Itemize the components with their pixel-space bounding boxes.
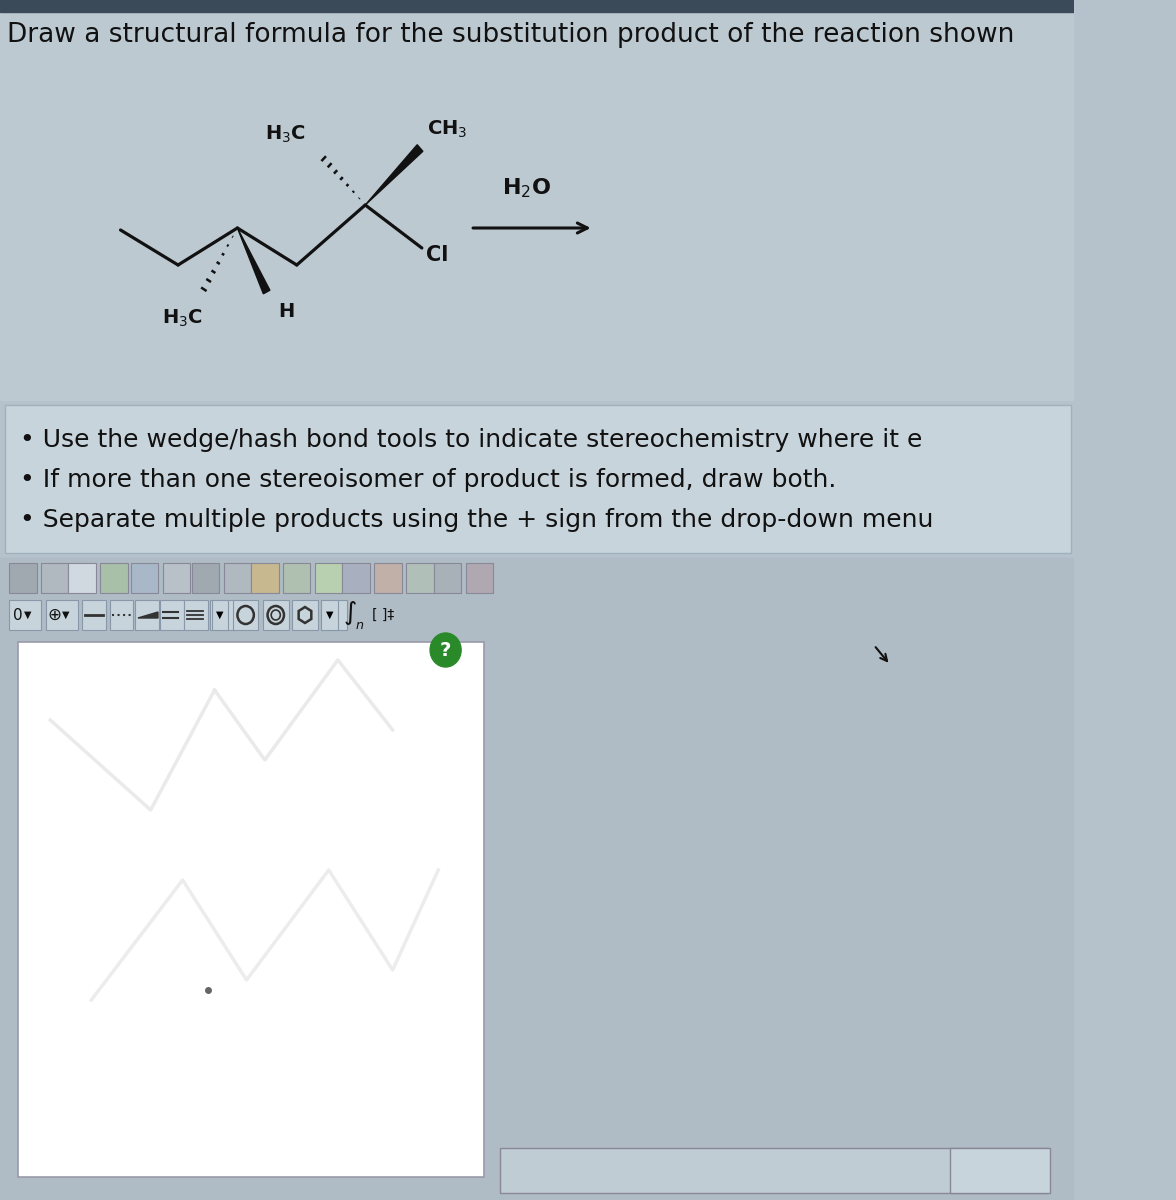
Bar [233,600,259,630]
Bar [9,600,41,630]
Bar [0,0,1074,12]
Text: H$_3$C: H$_3$C [162,308,203,329]
Text: CH$_3$: CH$_3$ [427,119,468,140]
Bar [131,563,158,593]
Text: ▼: ▼ [326,610,333,620]
Bar [211,600,234,630]
Bar [466,563,493,593]
Text: H: H [279,302,295,320]
Bar [500,1148,1048,1193]
Circle shape [430,634,461,667]
Text: • Separate multiple products using the + sign from the drop-down menu​: • Separate multiple products using the +… [20,508,934,532]
Bar [68,563,96,593]
Bar [263,600,288,630]
Bar [9,563,36,593]
Bar [434,563,461,593]
Bar [374,563,402,593]
Bar [252,563,279,593]
Polygon shape [138,612,158,618]
Bar [5,404,1071,553]
Text: $\int_n$: $\int_n$ [343,599,366,631]
Bar [100,563,128,593]
Text: ?: ? [440,641,452,660]
Text: ▼: ▼ [24,610,31,620]
Bar [223,563,252,593]
Bar [283,563,310,593]
Bar [315,563,342,593]
Bar [212,600,228,630]
Bar [82,600,106,630]
Bar [407,563,434,593]
Text: Cl: Cl [426,245,448,265]
Bar [160,600,183,630]
Text: Draw a structural formula for the substitution product of the reaction shown: Draw a structural formula for the substi… [7,22,1015,48]
Bar [185,600,208,630]
Text: 0: 0 [13,607,24,623]
Text: • Use the wedge/hash bond tools to indicate stereochemistry where it e​: • Use the wedge/hash bond tools to indic… [20,428,922,452]
Bar [342,563,369,593]
Text: [ ]‡: [ ]‡ [373,608,395,622]
Polygon shape [366,145,423,205]
Text: ▼: ▼ [216,610,223,620]
Bar [46,600,78,630]
Bar [0,12,1074,400]
Bar [950,1148,1050,1193]
Text: H$_2$O: H$_2$O [502,176,552,199]
Bar [19,642,485,1177]
Bar [0,558,1074,636]
Text: ▼: ▼ [62,610,69,620]
Bar [0,636,1074,1200]
Bar [192,563,219,593]
Bar [321,600,347,630]
Polygon shape [238,228,270,294]
Bar [109,600,133,630]
Bar [135,600,159,630]
Bar [41,563,68,593]
Bar [162,563,191,593]
Bar [292,600,318,630]
Text: • If more than one stereoisomer of product is formed, draw both.: • If more than one stereoisomer of produ… [20,468,836,492]
Bar [321,600,338,630]
Text: ⊕: ⊕ [48,606,61,624]
Text: H$_3$C: H$_3$C [265,124,306,145]
